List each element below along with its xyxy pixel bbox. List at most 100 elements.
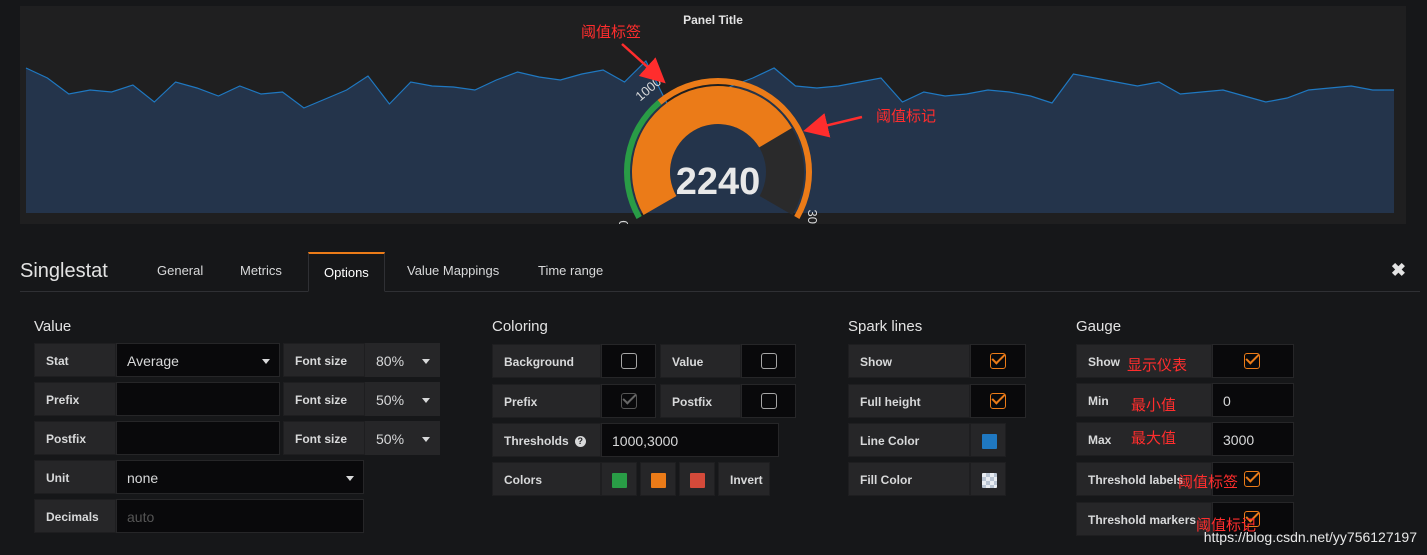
tab-options[interactable]: Options (308, 252, 385, 292)
gauge-show-checkbox[interactable] (1244, 353, 1260, 369)
decimals-label: Decimals (34, 499, 116, 533)
postfix-font-size-value: 50% (376, 431, 405, 447)
prefix-font-size-select[interactable]: 50% (365, 382, 440, 416)
thresholds-input[interactable]: 1000,3000 (601, 423, 779, 457)
chevron-down-icon (422, 437, 430, 442)
fill-color-cell[interactable] (970, 462, 1006, 496)
spark-show-checkbox[interactable] (990, 353, 1006, 369)
full-height-label: Full height (848, 384, 970, 418)
full-height-checkbox[interactable] (990, 393, 1006, 409)
font-size-value: 80% (376, 353, 405, 369)
gauge-tick-min: 0 (616, 220, 631, 224)
value-checkbox[interactable] (761, 353, 777, 369)
thresholds-label: Thresholds? (492, 423, 601, 457)
postfix-color-label: Postfix (660, 384, 741, 418)
color-swatch-green[interactable] (612, 473, 627, 488)
tab-value-mappings[interactable]: Value Mappings (407, 263, 500, 278)
fill-color-swatch[interactable] (982, 473, 997, 488)
color-swatch-cell-warn[interactable] (640, 462, 676, 496)
line-color-cell[interactable] (970, 423, 1006, 457)
prefix-label: Prefix (34, 382, 116, 416)
gauge-max-input[interactable]: 3000 (1212, 422, 1294, 456)
color-swatch-cell-ok[interactable] (601, 462, 637, 496)
background-checkbox-cell[interactable] (601, 344, 656, 378)
prefix-input[interactable] (116, 382, 280, 416)
full-height-checkbox-cell[interactable] (970, 384, 1026, 418)
stat-label: Stat (34, 343, 116, 377)
gauge-value-fill (631, 85, 792, 216)
annotation-min: 最小值 (1131, 396, 1177, 414)
color-swatch-orange[interactable] (651, 473, 666, 488)
annotation-threshold-markers: 阈值标记 (1196, 516, 1257, 534)
font-size-select[interactable]: 80% (365, 343, 440, 377)
postfix-label: Postfix (34, 421, 116, 455)
annotation-max: 最大值 (1131, 429, 1177, 447)
panel-title[interactable]: Panel Title (683, 13, 743, 27)
unit-select[interactable]: none (116, 460, 364, 494)
prefix-color-label: Prefix (492, 384, 601, 418)
tab-time-range[interactable]: Time range (538, 263, 604, 278)
colors-label: Colors (492, 462, 601, 496)
close-icon[interactable]: ✖ (1390, 260, 1406, 280)
help-icon[interactable]: ? (574, 436, 586, 448)
chevron-down-icon (346, 476, 354, 481)
spark-lines-heading: Spark lines (848, 318, 923, 335)
chevron-down-icon (422, 398, 430, 403)
gauge-min-label: Min (1076, 383, 1212, 417)
postfix-checkbox-cell[interactable] (741, 384, 796, 418)
threshold-labels-checkbox[interactable] (1244, 471, 1260, 487)
gauge-tick-max: 3000 (805, 210, 820, 224)
watermark: https://blog.csdn.net/yy756127197 (1203, 529, 1417, 545)
gauge-heading: Gauge (1076, 318, 1122, 335)
prefix-font-size-label: Font size (283, 382, 365, 416)
fill-color-label: Fill Color (848, 462, 970, 496)
gauge-max-label: Max (1076, 422, 1212, 456)
editor-header: Singlestat General Metrics Options Value… (20, 252, 1420, 292)
coloring-heading: Coloring (492, 318, 548, 335)
unit-select-value: none (127, 470, 159, 486)
stat-select-value: Average (127, 353, 179, 369)
tab-metrics[interactable]: Metrics (240, 263, 282, 278)
color-swatch-red[interactable] (690, 473, 705, 488)
gauge-min-input[interactable]: 0 (1212, 383, 1294, 417)
threshold-labels-checkbox-cell[interactable] (1212, 462, 1294, 496)
postfix-font-size-select[interactable]: 50% (365, 421, 440, 455)
postfix-input[interactable] (116, 421, 280, 455)
threshold-markers-checkbox[interactable] (1244, 511, 1260, 527)
thresholds-label-text: Thresholds (504, 434, 569, 448)
stat-select[interactable]: Average (116, 343, 280, 377)
annotation-threshold-marker: 阈值标记 (876, 107, 937, 125)
decimals-input[interactable]: auto (116, 499, 364, 533)
prefix-font-size-value: 50% (376, 392, 405, 408)
color-swatch-cell-crit[interactable] (679, 462, 715, 496)
threshold-marker-warn (657, 77, 812, 220)
spark-show-checkbox-cell[interactable] (970, 344, 1026, 378)
value-color-label: Value (660, 344, 741, 378)
value-checkbox-cell[interactable] (741, 344, 796, 378)
gauge-value: 2240 (676, 161, 761, 203)
editor-title: Singlestat (20, 260, 108, 282)
prefix-checkbox[interactable] (621, 393, 637, 409)
annotation-threshold-labels: 阈值标签 (1178, 473, 1239, 491)
unit-label: Unit (34, 460, 116, 494)
background-checkbox[interactable] (621, 353, 637, 369)
prefix-checkbox-cell[interactable] (601, 384, 656, 418)
gauge-show-checkbox-cell[interactable] (1212, 344, 1294, 378)
spark-show-label: Show (848, 344, 970, 378)
panel-preview: Panel Title 0 1000 3000 2240 (20, 6, 1406, 224)
sparkline-fill (26, 61, 1394, 213)
line-color-swatch[interactable] (982, 434, 997, 449)
gauge-show-label: Show (1076, 344, 1212, 378)
tab-general[interactable]: General (157, 263, 204, 278)
postfix-font-size-label: Font size (283, 421, 365, 455)
chevron-down-icon (262, 359, 270, 364)
threshold-markers-checkbox-cell[interactable] (1212, 502, 1294, 536)
chevron-down-icon (422, 359, 430, 364)
value-heading: Value (34, 318, 72, 335)
line-color-label: Line Color (848, 423, 970, 457)
annotation-threshold-label: 阈值标签 (581, 23, 642, 41)
invert-button[interactable]: Invert (718, 462, 770, 496)
postfix-checkbox[interactable] (761, 393, 777, 409)
threshold-markers-label: Threshold markers (1076, 502, 1212, 536)
